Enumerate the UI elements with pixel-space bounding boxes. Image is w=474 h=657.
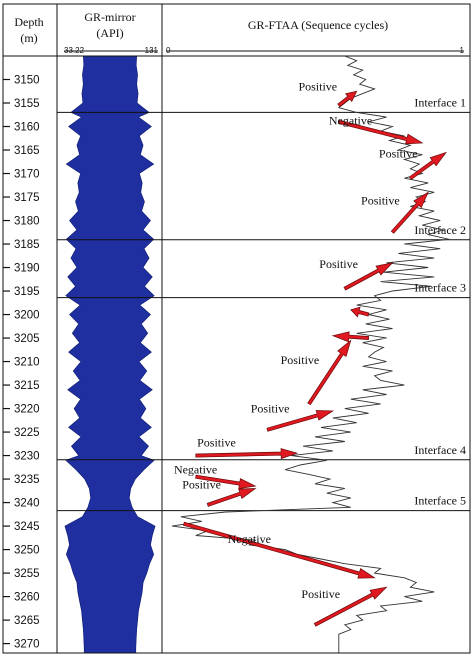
depth-title: Depth	[14, 15, 43, 29]
depth-tick-label: 3225	[14, 427, 40, 439]
depth-tick-label: 3270	[14, 639, 40, 651]
trend-arrow-label: Positive	[182, 478, 221, 492]
gr-title: GR-mirror	[84, 10, 135, 24]
trend-arrow	[195, 474, 257, 490]
trend-arrow	[266, 410, 335, 432]
depth-tick-label: 3265	[14, 615, 40, 627]
trend-arrow	[408, 151, 448, 180]
frame	[2, 3, 471, 654]
trend-arrow	[390, 191, 429, 234]
depth-tick-label: 3150	[14, 75, 40, 87]
trend-arrow	[343, 262, 394, 291]
depth-tick-label: 3230	[14, 451, 40, 463]
trend-arrow	[313, 586, 388, 627]
trend-arrow-label: Negative	[174, 462, 217, 476]
trend-arrow	[195, 448, 299, 460]
depth-tick-label: 3190	[14, 263, 40, 275]
trend-arrow-label: Positive	[197, 435, 236, 449]
interface-label: Interface 4	[414, 443, 466, 457]
trend-arrow-label: Positive	[251, 401, 290, 415]
trend-arrow	[307, 339, 352, 406]
depth-tick-label: 3185	[14, 239, 40, 251]
trend-arrow	[182, 521, 376, 579]
depth-tick-label: 3195	[14, 286, 40, 298]
depth-tick-label: 3240	[14, 498, 40, 510]
trend-arrow	[206, 488, 257, 507]
interface-label: Interface 2	[414, 223, 466, 237]
depth-tick-label: 3245	[14, 521, 40, 533]
outer-border	[2, 3, 471, 654]
trend-arrow-label: Positive	[361, 193, 400, 207]
gr-unit: (API)	[96, 26, 123, 40]
trend-arrow-label: Positive	[379, 146, 418, 160]
depth-tick-label: 3175	[14, 192, 40, 204]
depth-tick-label: 3165	[14, 145, 40, 157]
trend-arrow	[337, 119, 424, 145]
trend-arrow-label: Negative	[329, 113, 372, 127]
interface-label: Interface 3	[414, 281, 466, 295]
depth-tick-label: 3180	[14, 216, 40, 228]
depth-tick-label: 3250	[14, 545, 40, 557]
depth-tick-label: 3260	[14, 592, 40, 604]
gr-mirror-area	[64, 55, 156, 654]
depth-tick-label: 3220	[14, 404, 40, 416]
trend-arrow-label: Positive	[301, 587, 340, 601]
depth-tick-label: 3235	[14, 474, 40, 486]
depth-tick-label: 3255	[14, 568, 40, 580]
trend-arrow-label: Positive	[319, 257, 358, 271]
trend-arrow-label: Positive	[281, 353, 320, 367]
depth-tick-label: 3160	[14, 122, 40, 134]
header-row: Depth (m) GR-mirror (API) GR-FTAA (Seque…	[14, 10, 464, 55]
depth-tick-label: 3215	[14, 380, 40, 392]
plot-area: 3150 3155 3160 3165 3170 3175 3180 3185 3190 3195…	[3, 55, 470, 654]
interface-label: Interface 1	[414, 95, 466, 109]
trend-arrow	[331, 331, 370, 343]
depth-unit: (m)	[20, 31, 37, 45]
depth-tick-label: 3170	[14, 169, 40, 181]
depth-tick-label: 3205	[14, 333, 40, 345]
trend-arrow	[337, 90, 358, 108]
trend-arrow	[350, 306, 370, 318]
depth-tick-label: 3200	[14, 310, 40, 322]
depth-tick-label: 3210	[14, 357, 40, 369]
trend-arrow-label: Positive	[298, 79, 337, 93]
interface-label: Interface 5	[414, 494, 466, 508]
ftaa-title: GR-FTAA (Sequence cycles)	[248, 18, 388, 32]
trend-arrow-label: Negative	[228, 532, 271, 546]
depth-tick-label: 3155	[14, 98, 40, 110]
